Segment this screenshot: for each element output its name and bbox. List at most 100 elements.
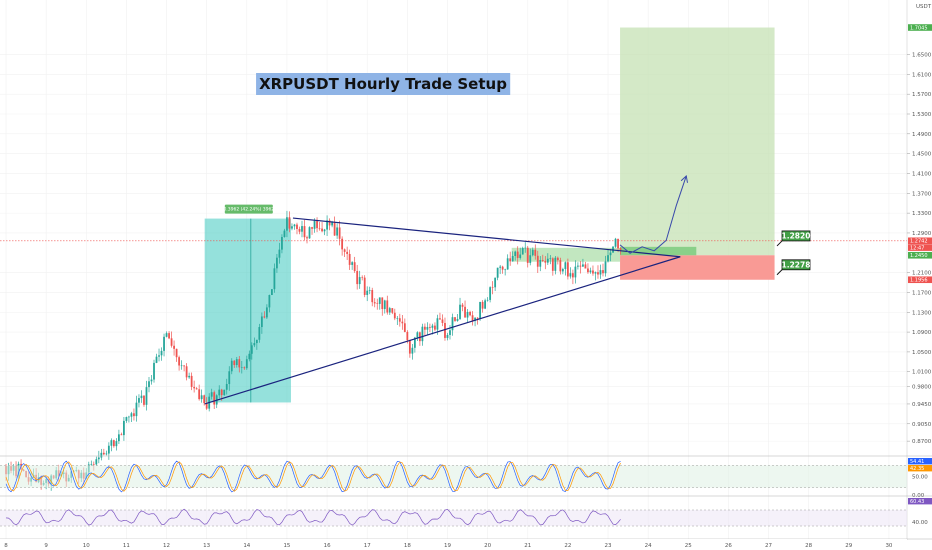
candle-body (128, 416, 130, 418)
candle-body (228, 371, 231, 385)
time-tick-label: 10 (83, 543, 90, 549)
candle-body (416, 332, 419, 338)
candle-body (235, 359, 238, 366)
time-tick-label: 20 (484, 543, 491, 549)
price-callout[interactable]: 1.2278 (776, 259, 811, 276)
candle-body (589, 270, 592, 273)
candle-body (326, 220, 328, 230)
time-tick-label: 25 (685, 543, 692, 549)
candle-body (225, 384, 228, 390)
price-tick-label: 1.3700 (912, 191, 932, 197)
candle-body (406, 331, 409, 341)
candle-body (240, 367, 243, 368)
candle-body (198, 389, 201, 400)
candle-body (301, 226, 303, 232)
candle-body (348, 253, 351, 265)
candle-body (163, 336, 165, 351)
title-background (256, 73, 511, 95)
price-tick-label: 0.9450 (912, 402, 932, 408)
candle-body (205, 403, 208, 409)
indicator-value-label: 42.35 (910, 466, 924, 472)
candle-body (456, 318, 459, 321)
candle-body (318, 228, 321, 229)
candle-body (97, 457, 100, 460)
candle-body (579, 265, 582, 267)
candle-body (155, 356, 158, 363)
candle-body (115, 441, 118, 447)
time-tick-label: 19 (444, 543, 451, 549)
candle-body (268, 295, 271, 308)
candle-body (346, 251, 349, 254)
candle-body (408, 340, 411, 354)
price-markers: 1.7045 1.2742 1.2450 1.1956 12:47 (908, 24, 932, 284)
candle-body (316, 220, 318, 229)
projected-path[interactable] (619, 175, 687, 254)
candle-body (180, 365, 183, 367)
rsi-pane[interactable]: 40.00 60.43 (0, 498, 932, 527)
candle-body (213, 392, 216, 405)
candle-body (238, 359, 241, 368)
candle-body (260, 316, 263, 328)
candle-body (566, 262, 569, 277)
price-tick-label: 1.0900 (912, 330, 932, 336)
time-axis[interactable]: 8 9 10 11 12 13 14 15 16 17 18 19 20 21 22 23 24 25 26 27 28… (0, 539, 907, 550)
candle-body (551, 258, 554, 271)
candle-body (200, 395, 203, 400)
candle-body (501, 266, 504, 270)
candle-body (471, 315, 474, 321)
price-tick-label: 0.8700 (912, 439, 932, 445)
candle-body (371, 290, 374, 303)
price-tick-label: 1.2900 (912, 231, 932, 237)
candle-body (130, 413, 133, 417)
candle-body (564, 262, 567, 270)
candle-body (429, 326, 431, 328)
candle-body (333, 222, 336, 236)
indicator-tick-label: 40.00 (912, 520, 928, 526)
candle-body (607, 255, 609, 262)
candle-body (529, 255, 532, 263)
candle-body (303, 226, 306, 238)
price-marker-label: 1.7045 (910, 25, 928, 31)
price-tick-label: 0.9050 (912, 422, 932, 428)
candle-body (328, 220, 331, 226)
candle-body (203, 395, 206, 404)
price-marker-box (908, 24, 932, 31)
time-tick-label: 27 (765, 543, 772, 549)
time-tick-label: 29 (845, 543, 852, 549)
candle-body (133, 413, 135, 417)
candle-body (281, 237, 283, 250)
candle-body (233, 360, 236, 366)
candle-body (105, 453, 108, 455)
candle-body (293, 224, 296, 227)
candle-body (549, 258, 552, 259)
candle-body (383, 300, 386, 310)
candle-body (401, 321, 404, 324)
indicator-value-box (908, 458, 932, 465)
candle-body (263, 316, 266, 318)
candle-body (386, 300, 389, 313)
candle-body (526, 247, 529, 263)
callout-box (781, 259, 811, 271)
candle-body (168, 333, 170, 339)
upper-trendline[interactable] (292, 217, 681, 258)
candle-body (574, 266, 577, 278)
candle-body (160, 350, 163, 356)
lower-trendline[interactable] (204, 256, 681, 405)
candle-body (614, 238, 617, 247)
candle-body (258, 327, 261, 340)
candle-body (519, 254, 522, 258)
candle-body (170, 338, 173, 346)
time-tick-label: 22 (564, 543, 571, 549)
candle-body (479, 301, 481, 319)
candle-body (276, 257, 278, 269)
chart-title: XRPUSDT Hourly Trade Setup (259, 75, 507, 93)
measure-box (204, 218, 291, 403)
price-callout[interactable]: 1.2820 (776, 230, 810, 247)
candle-body (609, 252, 612, 256)
price-tick-label: 1.4500 (912, 152, 932, 158)
consolidation-box (511, 247, 621, 262)
candle-body (321, 228, 323, 232)
candle-body (378, 297, 381, 304)
